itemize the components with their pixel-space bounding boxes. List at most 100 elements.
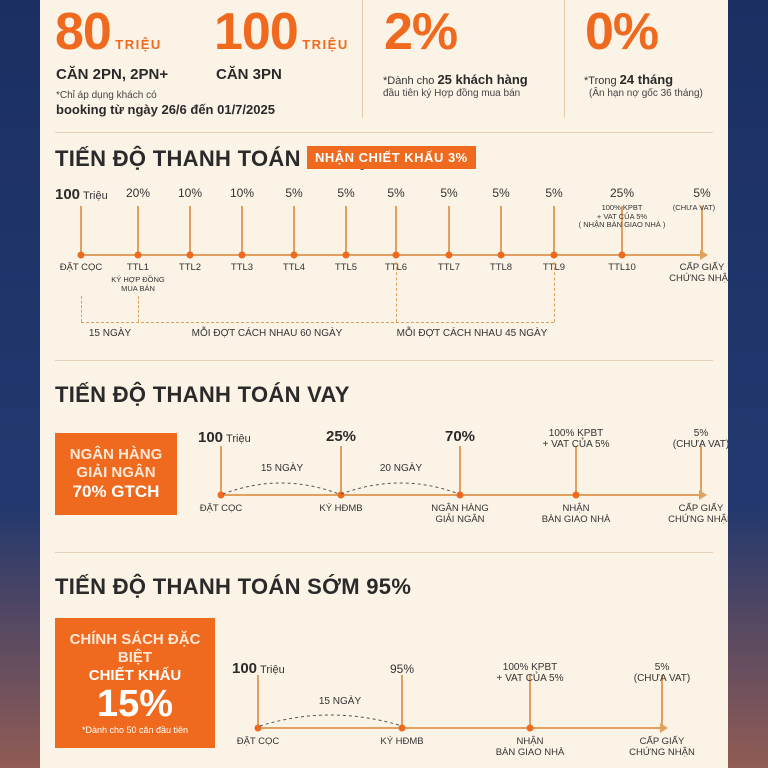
note-bold: 24 tháng xyxy=(619,72,674,87)
gap-15-days: 15 NGÀY xyxy=(260,463,304,474)
milestone-label: TTL3 xyxy=(230,262,254,273)
start-unit: Triệu xyxy=(226,433,251,445)
section2-box: NGÂN HÀNG GIẢI NGÂN 70% GTCH xyxy=(55,433,177,515)
offer-3pn-label: CĂN 3PN xyxy=(216,66,282,83)
milestone-percent: 5% xyxy=(545,186,563,200)
milestone-dot xyxy=(337,491,345,499)
arc-20-days xyxy=(340,482,460,495)
section3-box: CHÍNH SÁCH ĐẶC BIỆT CHIẾT KHẤU 15% *Dành… xyxy=(55,618,215,748)
milestone-label: KÝ HĐMB xyxy=(380,736,424,747)
milestone-dot xyxy=(238,251,246,259)
milestone-label: TTL5 xyxy=(334,262,358,273)
arc-15-days xyxy=(259,714,403,727)
divider xyxy=(55,360,713,361)
note-prefix: *Dành cho xyxy=(383,75,438,87)
milestone-label: KÝ HĐMB xyxy=(319,503,363,514)
start-number: 100 xyxy=(198,429,224,446)
frame-glow-right xyxy=(728,508,768,768)
start-unit: Triệu xyxy=(83,190,108,202)
milestone-percent: 5% xyxy=(693,186,711,200)
start-number: 100 xyxy=(232,660,258,677)
milestone-percent: 5% xyxy=(337,186,355,200)
milestone-dot xyxy=(77,251,85,259)
milestone-label: ĐẶT CỌC xyxy=(199,503,243,514)
offer-discount-note2: đầu tiên ký Hợp đồng mua bán xyxy=(383,88,521,99)
milestone-dot xyxy=(550,251,558,259)
milestone-percent: 10% xyxy=(177,186,203,200)
bracket-line xyxy=(81,322,554,323)
bracket-line xyxy=(396,262,397,322)
section3-arc xyxy=(259,714,403,727)
milestone-tick xyxy=(257,675,259,727)
milestone-label: TTL7 xyxy=(437,262,461,273)
arc-15-days xyxy=(222,482,340,495)
milestone-tick xyxy=(220,446,222,494)
box-line2: CHIẾT KHẤU xyxy=(88,666,182,684)
milestone-tick xyxy=(661,675,663,727)
section1-start-value: 100 Triệu xyxy=(55,186,108,204)
milestone-tick xyxy=(701,206,703,254)
milestone-tick xyxy=(189,206,191,254)
section3-start-value: 100 Triệu xyxy=(232,660,285,678)
milestone-label: ĐẶT CỌC xyxy=(59,262,103,273)
milestone-tick xyxy=(293,206,295,254)
frame-glow-left xyxy=(0,508,40,768)
milestone-percent: 5% (CHƯA VAT) xyxy=(633,662,691,684)
milestone-tick xyxy=(340,446,342,494)
milestone-dot xyxy=(456,491,464,499)
start-number: 100 xyxy=(55,186,81,203)
milestone-dot xyxy=(186,251,194,259)
offer-2pn-note1: *Chỉ áp dụng khách có xyxy=(56,90,157,101)
milestone-percent: 100% KPBT + VAT CỦA 5% xyxy=(496,662,564,684)
section3-timeline xyxy=(258,727,662,729)
milestone-tick xyxy=(395,206,397,254)
milestone-label: TTL8 xyxy=(489,262,513,273)
milestone-percent: 70% xyxy=(444,428,476,445)
flyer: 80 TRIỆU CĂN 2PN, 2PN+ *Chỉ áp dụng khác… xyxy=(40,0,728,768)
offer-interest-note: *Trong 24 tháng xyxy=(584,72,673,87)
note-bold: 25 khách hàng xyxy=(437,72,528,87)
milestone-dot xyxy=(618,251,626,259)
section2-arcs xyxy=(222,482,460,495)
milestone-label: NHẬN BÀN GIAO NHÀ xyxy=(495,736,565,758)
milestone-percent: 5% xyxy=(492,186,510,200)
milestone-tick xyxy=(500,206,502,254)
milestone-label: TTL2 xyxy=(178,262,202,273)
note-prefix: *Trong xyxy=(584,75,620,87)
divider xyxy=(55,132,713,133)
milestone-tick xyxy=(529,675,531,727)
bracket-line xyxy=(138,296,139,322)
milestone-tick xyxy=(345,206,347,254)
milestone-percent: 10% xyxy=(229,186,255,200)
milestone-label: CẤP GIẤY CHỨNG NHẬN xyxy=(669,262,728,284)
milestone-label: CẤP GIẤY CHỨNG NHẬN xyxy=(629,736,695,758)
milestone-dot xyxy=(497,251,505,259)
milestone-label: ĐẶT CỌC xyxy=(236,736,280,747)
milestone-tick xyxy=(241,206,243,254)
start-unit: Triệu xyxy=(260,664,285,676)
offer-2pn-note2: booking từ ngày 26/6 đến 01/7/2025 xyxy=(56,102,275,117)
offer-2pn-unit: TRIỆU xyxy=(115,37,162,52)
milestone-percent: 20% xyxy=(125,186,151,200)
milestone-percent: 100% KPBT + VAT CỦA 5% xyxy=(542,428,610,450)
gap-20-days: 20 NGÀY xyxy=(379,463,423,474)
box-line1: NGÂN HÀNG xyxy=(69,445,163,463)
offer-2pn-value: 80 xyxy=(55,3,112,61)
milestone-tick xyxy=(448,206,450,254)
ttl10-note: 100% KPBT + VAT CỦA 5% ( NHẬN BÀN GIAO N… xyxy=(578,203,666,230)
box-discount: 15% xyxy=(96,682,174,725)
milestone-label: TTL1 xyxy=(126,262,150,273)
milestone-label: NHẬN BÀN GIAO NHÀ xyxy=(541,503,611,525)
section1-tag: NHẬN CHIẾT KHẤU 3% xyxy=(307,146,476,169)
gap-15-days: 15 NGÀY xyxy=(88,328,132,339)
milestone-dot xyxy=(134,251,142,259)
milestone-tick xyxy=(553,206,555,254)
milestone-dot xyxy=(398,724,406,732)
milestone-label: NGÂN HÀNG GIẢI NGÂN xyxy=(431,503,489,525)
milestone-percent: 5% xyxy=(387,186,405,200)
milestone-dot xyxy=(526,724,534,732)
milestone-tick xyxy=(80,206,82,254)
section2-title: TIẾN ĐỘ THANH TOÁN VAY xyxy=(55,382,350,407)
milestone-tick xyxy=(459,446,461,494)
milestone-percent: 5% xyxy=(440,186,458,200)
